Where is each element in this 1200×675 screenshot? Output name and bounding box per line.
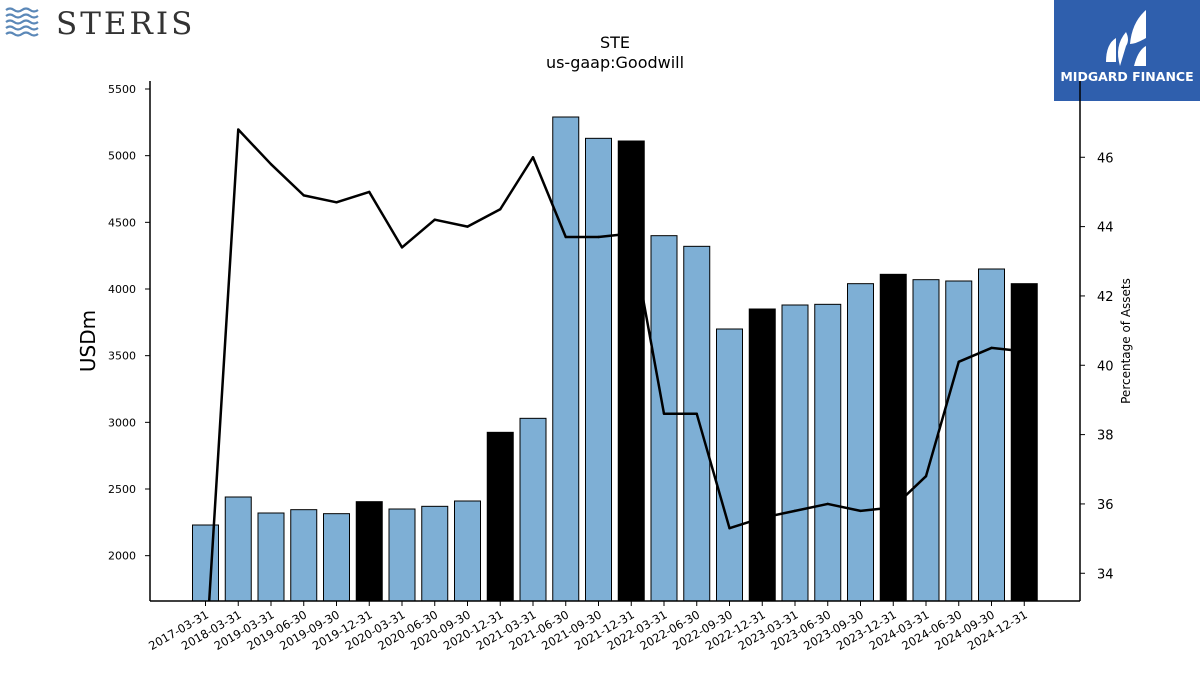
line-point-2022-06-30 [695,412,698,415]
line-point-2021-03-31 [531,156,535,159]
bar-2023-03-31 [781,304,809,601]
line-point-2020-03-31 [400,246,404,249]
line-point-2019-03-31 [269,163,273,166]
bar-2019-12-31 [355,501,383,601]
line-point-2022-09-30 [728,527,731,530]
y-tick-label-3000: 3000 [108,416,136,429]
line-point-2024-06-30 [957,360,960,363]
bar-2020-09-30 [454,500,481,601]
bar-2017-03-31 [192,524,219,601]
bar-2019-06-30 [290,509,318,601]
line-point-2023-09-30 [859,509,862,513]
line-point-2024-09-30 [990,346,993,350]
y2-axis-label: Percentage of Assets [1119,278,1133,404]
bar-2023-09-30 [847,283,874,601]
midgard-finance-logo: MIDGARD FINANCE [1054,0,1200,101]
line-point-2023-12-31 [892,506,895,509]
y-tick-label-4500: 4500 [108,216,136,229]
bar-2022-09-30 [716,328,743,601]
y-tick-label-4000: 4000 [108,283,136,296]
bar-2019-03-31 [257,512,285,601]
logo-background [1054,0,1200,101]
bar-2021-09-30 [585,137,612,601]
line-point-2024-03-31 [924,475,928,478]
y2-tick-label-40: 40 [1097,359,1114,374]
bar-2021-12-31 [617,140,645,601]
line-point-2020-06-30 [433,218,436,221]
bar-2024-12-31 [1010,283,1038,601]
y-tick-label-2500: 2500 [108,483,136,496]
bar-2021-06-30 [552,116,580,601]
line-point-2019-12-31 [368,190,371,194]
percentage-line-series [207,128,1026,601]
line-point-2020-12-31 [499,208,502,211]
bar-2022-12-31 [748,308,776,601]
line-point-2021-06-30 [564,235,567,239]
y2-tick-label-42: 42 [1097,290,1114,305]
steris-logo-text: STERIS [56,6,195,42]
line-point-2018-03-31 [237,128,240,131]
line-point-2024-12-31 [1023,350,1026,353]
y-tick-label-2000: 2000 [108,550,136,563]
y-axis-label: USDm [76,310,100,372]
y-tick-label-5000: 5000 [108,150,136,163]
bar-2022-03-31 [650,235,678,601]
bar-2023-06-30 [814,303,842,601]
line-point-2020-09-30 [466,225,469,228]
line-point-2023-03-31 [793,509,797,513]
bar-2020-06-30 [421,505,449,601]
steris-logo: STERIS [5,6,195,42]
line-point-2021-09-30 [597,235,600,239]
steris-logo-waves [5,7,39,37]
bar-2024-06-30 [945,280,973,601]
line-point-2019-06-30 [302,194,305,197]
line-point-2023-06-30 [826,502,829,506]
y-tick-label-5500: 5500 [108,83,136,96]
bar-2018-03-31 [224,496,252,601]
bar-2020-12-31 [486,431,514,601]
bar-2021-03-31 [519,417,547,601]
line-point-2021-12-31 [630,232,633,235]
line-point-2022-12-31 [761,516,764,519]
chart-subtitle: us-gaap:Goodwill [546,53,684,72]
line-point-2019-09-30 [335,201,338,204]
y2-tick-label-44: 44 [1097,221,1114,236]
bar-2019-09-30 [323,513,350,601]
percentage-line [207,128,1025,601]
publisher-name: MIDGARD FINANCE [1060,69,1193,84]
bar-2020-03-31 [388,508,416,601]
y2-tick-label-38: 38 [1097,429,1114,444]
line-point-2022-03-31 [662,412,666,415]
y2-tick-label-34: 34 [1097,567,1114,582]
bar-series [192,116,1038,601]
bar-2023-12-31 [879,273,907,601]
chart-title: STE [600,33,630,52]
bar-2024-09-30 [978,268,1005,601]
y2-tick-label-46: 46 [1097,151,1114,166]
y-tick-label-3500: 3500 [108,350,136,363]
bar-2022-06-30 [683,245,711,601]
midgard-mark-icon [1106,10,1146,66]
y2-tick-label-36: 36 [1097,498,1114,513]
bar-2024-03-31 [912,279,940,601]
